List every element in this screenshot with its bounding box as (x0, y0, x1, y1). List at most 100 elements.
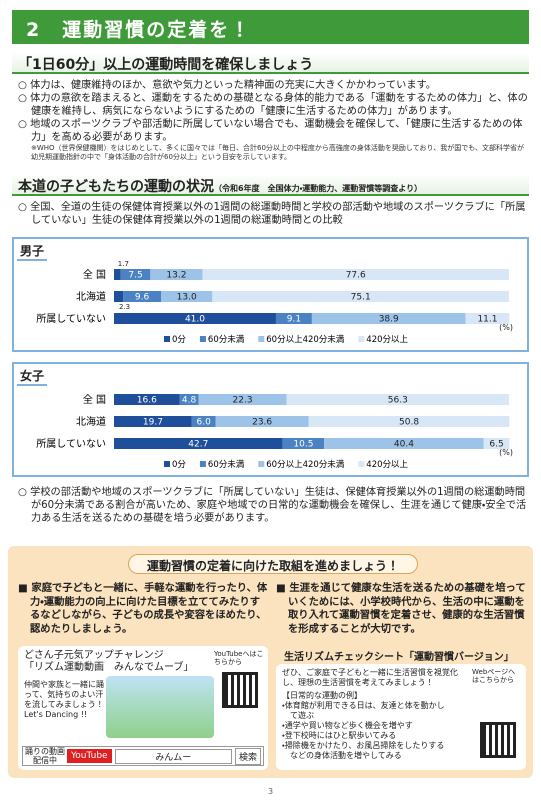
heading: どさん子元気アップチャレンジ (24, 650, 164, 661)
bar-segment (282, 438, 325, 449)
section2-text: 全国、全道の生徒の保健体育授業以外の1週間の総運動時間と学校の部活動や地域のスポ… (18, 201, 528, 227)
qr-note: YouTubeへはこちらから (214, 650, 264, 666)
legend-swatch (258, 461, 265, 467)
chart: 全 国 16.6 4.8 22.3 56.3 北海道 19.7 6.0 23.6 50.8 所属して… (36, 393, 510, 470)
value-label: 4.8 (182, 396, 197, 406)
bar-segment (212, 291, 510, 302)
value-label: 19.7 (143, 418, 163, 428)
illustration (106, 676, 214, 738)
value-label: 2.3 (119, 303, 130, 311)
check-panel: ぜひ、ご家庭で子どもと一緒に生活習慣を視覚化し、理想の生活習慣を考えてみましょう… (276, 664, 526, 770)
value-label: 7.5 (128, 271, 142, 281)
value-label: 1.7 (118, 260, 129, 268)
action-box: 運動習慣の定着に向けた取組を進めましょう！ 家庭で子どもと一緒に、手軽な運動を行… (8, 546, 533, 778)
bar-segment (114, 394, 180, 405)
bar-segment (191, 416, 216, 427)
value-label: 22.3 (233, 396, 253, 406)
section-title: 本道の子どもたちの運動の状況（令和6年度 全国体力・運動能力、運動習慣等調査より… (12, 174, 529, 196)
right-heading: 生活リズムチェックシート「運動習慣バージョン」 (284, 652, 514, 663)
bar-segment (311, 313, 466, 324)
category-label: 所属していない (36, 312, 106, 325)
lead: 家庭で子どもと一緒に、手軽な運動を行ったり、体力・運動能力の向上に向けた目標を立… (18, 582, 268, 636)
intro: ぜひ、ご家庭で子どもと一緒に生活習慣を視覚化し、理想の生活習慣を考えてみましょう… (282, 668, 458, 687)
bar-segment (114, 269, 121, 280)
bar-segment (286, 394, 509, 405)
search-bar: 踊りの動画配信中 YouTube みんムー 検索 (22, 746, 264, 766)
header-title: 2 運動習慣の定着を！ (12, 10, 529, 44)
value-label: 41.0 (185, 315, 205, 325)
legend-swatch (199, 336, 206, 342)
bar-segment (483, 438, 510, 449)
examples-title: 【日常的な運動の例】 (282, 691, 362, 700)
video-panel: どさん子元気アップチャレンジ 「リズム運動動画 みんなでムーブ」 YouTubeへ… (18, 646, 268, 770)
example-text: 登下校時にはひと駅歩いてみる (284, 731, 397, 740)
bar-segment (198, 394, 287, 405)
bar-segment (114, 291, 124, 302)
legend-label: 60分未満 (208, 459, 245, 470)
value-label: 23.6 (252, 418, 272, 428)
bar-segment (202, 269, 510, 280)
section-title: 「1日60分」以上の運動時間を確保しましょう (12, 52, 529, 74)
category-label: 北海道 (76, 415, 106, 428)
chart-title: 女子 (17, 367, 48, 386)
keyword: みんムー (114, 748, 232, 764)
legend-swatch (358, 336, 365, 342)
conclusion: 学校の部活動や地域のスポーツクラブに「所属していない」生徒は、保健体育授業以外の… (18, 486, 528, 525)
qr-code (478, 720, 518, 760)
value-label: 13.2 (166, 271, 186, 281)
section-title-text: 本道の子どもたちの運動の状況 (18, 179, 214, 195)
legend-swatch (164, 461, 170, 467)
category-label: 全 国 (83, 393, 106, 406)
bar-segment (324, 438, 484, 449)
example-text: 通学や買い物など歩く機会を増やす (284, 721, 413, 730)
legend-label: 420分以上 (366, 460, 408, 470)
bar-segment (150, 269, 203, 280)
value-label: 42.7 (188, 440, 208, 450)
heading: 「リズム運動動画 みんなでムーブ」 (24, 662, 194, 673)
example-text: 掃除機をかけたり、お風呂掃除をしたりするなどの身体活動を増やしてみる (284, 741, 445, 760)
legend-label: 420分以上 (366, 335, 408, 345)
video-heading: どさん子元気アップチャレンジ 「リズム運動動画 みんなでムーブ」 (24, 650, 193, 674)
value-label: 6.0 (197, 418, 212, 428)
bar-segment (114, 416, 192, 427)
source: （令和6年度 全国体力・運動能力、運動習慣等調査より） (214, 184, 423, 193)
note: ※WHO（世界保健機関）をはじめとして、多くに国々では「毎日、合計60分以上の中… (31, 144, 524, 161)
youtube: YouTube (67, 749, 112, 763)
category-label: 全 国 (83, 268, 106, 281)
value-label: 56.3 (388, 396, 408, 406)
value-label: 9.6 (135, 293, 150, 303)
qr-note: Webページへはこちらから (472, 668, 516, 684)
value-label: 77.6 (346, 271, 366, 281)
chart: 全 国 1.7 7.5 13.2 77.6 北海道 2.3 9.6 13.0 75.1 所属していな… (36, 260, 510, 345)
legend-label: 60分以上420分未満 (266, 459, 345, 470)
invite-text: 仲間や家族と一緒に踊って、気持ちのよい汗を流してみましょう！ (24, 680, 104, 709)
qr-code (220, 670, 260, 710)
bullet: 地域のスポーツクラブや部活動に所属していない場合でも、運動機会を確保して、「健康… (18, 118, 528, 144)
bar-segment (275, 313, 312, 324)
value-label: 6.5 (489, 440, 503, 450)
bar-segment (120, 269, 151, 280)
invite: 仲間や家族と一緒に踊って、気持ちのよい汗を流してみましょう！ Let's Dan… (24, 680, 104, 720)
slogan: Let's Dancing !! (24, 710, 88, 719)
legend-swatch (258, 336, 265, 342)
legend-label: 0分 (172, 335, 186, 345)
category-label: 北海道 (76, 290, 106, 303)
value-label: 50.8 (399, 418, 419, 428)
section1-text: 体力は、健康維持のほか、意欲や気力といった精神面の充実に大きくかかわっています。… (18, 79, 528, 162)
bar-segment (215, 416, 309, 427)
category-label: 所属していない (36, 437, 106, 450)
right-column: 生涯を通じて健康な生活を送るための基礎を培っていくためには、小学校時代から、生活… (276, 582, 526, 636)
value-label: 10.5 (293, 440, 313, 450)
unit: (%) (499, 448, 513, 457)
value-label: 9.1 (287, 315, 301, 325)
value-label: 38.9 (379, 315, 399, 325)
chart-box: 女子 (%) 全 国 16.6 4.8 22.3 56.3 北海道 19.7 6.0 23.6 5… (12, 362, 529, 477)
stream: 踊りの動画配信中 (25, 747, 65, 765)
value-label: 11.1 (477, 315, 497, 325)
bar-segment (179, 394, 199, 405)
search: 検索 (234, 747, 261, 765)
bullet: 体力は、健康維持のほか、意欲や気力といった精神面の充実に大きくかかわっています。 (18, 79, 528, 92)
lead: 生涯を通じて健康な生活を送るための基礎を培っていくためには、小学校時代から、生活… (276, 582, 526, 636)
left-column: 家庭で子どもと一緒に、手軽な運動を行ったり、体力・運動能力の向上に向けた目標を立… (18, 582, 268, 636)
